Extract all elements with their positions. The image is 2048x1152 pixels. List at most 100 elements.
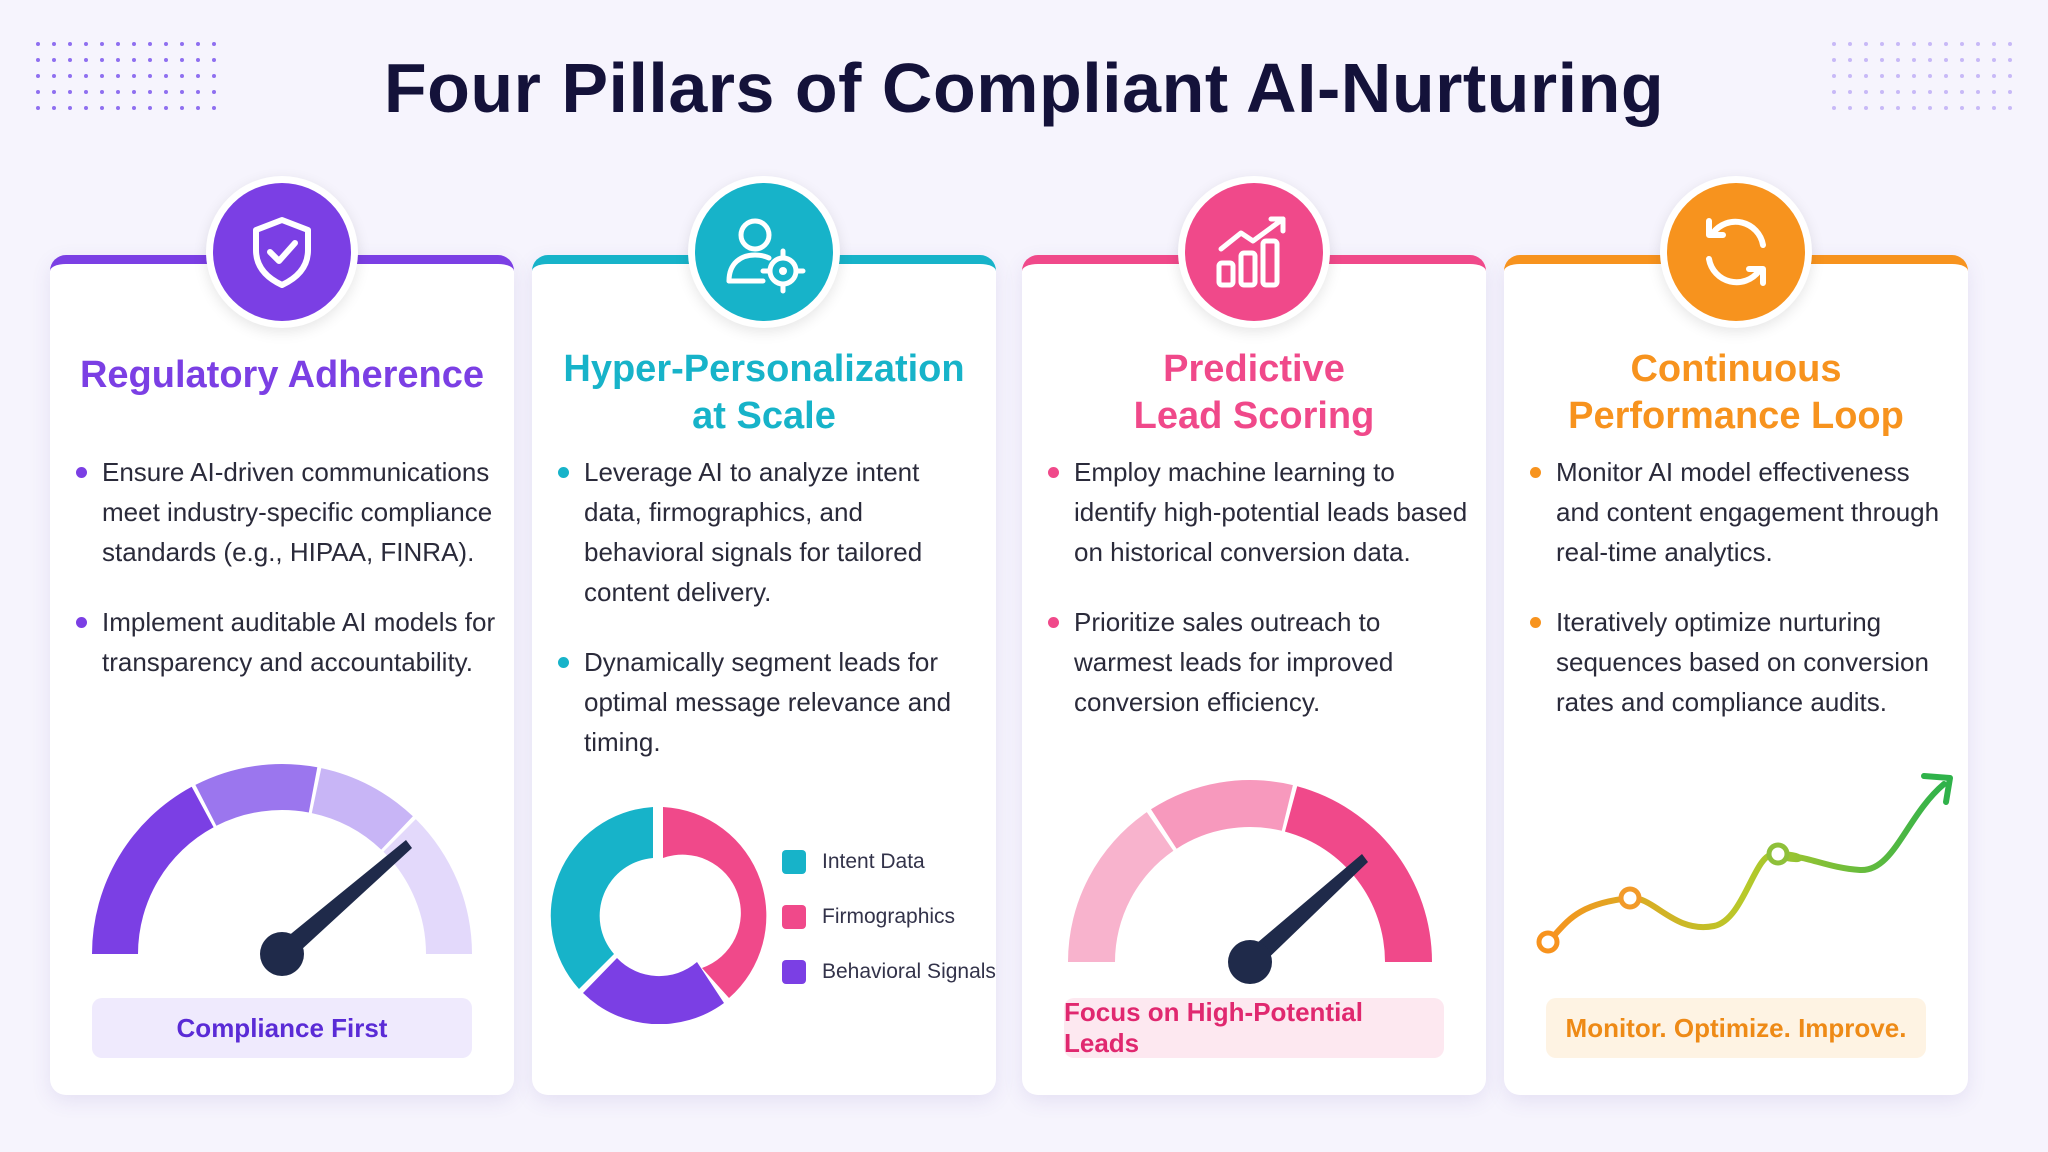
legend-swatch [782, 904, 806, 929]
decorative-dot [180, 74, 184, 78]
decorative-dot [100, 106, 104, 110]
decorative-dot [1896, 74, 1900, 78]
pillar-card-continuous-performance-loop: Continuous Performance Loop Monitor AI m… [1504, 176, 1968, 1095]
heading-line: Lead Scoring [1133, 395, 1375, 437]
decorative-dot [1944, 90, 1948, 94]
decorative-dot [1832, 106, 1836, 110]
decorative-dot [148, 106, 152, 110]
legend-swatch [782, 849, 806, 874]
decorative-dot [100, 90, 104, 94]
legend-label: Firmographics [822, 904, 956, 928]
decorative-dot [1928, 42, 1932, 46]
decorative-dot [132, 106, 136, 110]
pillar-bullets: Leverage AI to analyze intent data, firm… [558, 452, 978, 792]
trend-point [1766, 842, 1790, 866]
pillar-heading: Regulatory Adherence [79, 354, 485, 396]
gauge-hub [1228, 940, 1272, 984]
pillar-icon-badge [1178, 176, 1330, 328]
decorative-dot [1992, 74, 1996, 78]
lead-score-gauge [1068, 779, 1432, 984]
decorative-dot [68, 42, 72, 46]
gauge-segment [195, 763, 318, 826]
decorative-dot [36, 42, 40, 46]
heading-line: Performance Loop [1568, 395, 1904, 437]
pillar-bullets: Ensure AI-driven communications meet ind… [76, 452, 496, 712]
decorative-dot [132, 58, 136, 62]
decorative-dot [1992, 90, 1996, 94]
gauge-needle [1244, 854, 1368, 970]
decorative-dot [180, 90, 184, 94]
decorative-dot [68, 74, 72, 78]
pillar-card-regulatory-adherence: Regulatory Adherence Ensure AI-driven co… [50, 176, 514, 1095]
decorative-dot-grid-right [1826, 36, 2018, 116]
decorative-dot [2008, 74, 2012, 78]
legend-label: Behavioral Signals [822, 959, 996, 983]
decorative-dot [196, 42, 200, 46]
decorative-dot [116, 74, 120, 78]
heading-line: Continuous [1630, 348, 1842, 390]
decorative-dot [164, 58, 168, 62]
decorative-dot [1976, 74, 1980, 78]
compliance-gauge [92, 763, 472, 976]
trend-point [1618, 886, 1642, 910]
decorative-dot [180, 106, 184, 110]
decorative-dot [1880, 90, 1884, 94]
decorative-dot [68, 58, 72, 62]
legend-item: Firmographics [782, 889, 996, 944]
shield-check-icon [253, 217, 311, 288]
decorative-dot [100, 42, 104, 46]
decorative-dot [2008, 90, 2012, 94]
decorative-dot [1944, 42, 1948, 46]
legend-label: Intent Data [822, 849, 925, 873]
pillar-card-predictive-lead-scoring: Predictive Lead Scoring Employ machine l… [1022, 176, 1486, 1095]
performance-trend-line [1536, 773, 1953, 954]
decorative-dot [180, 58, 184, 62]
decorative-dot [164, 42, 168, 46]
donut-segment-behavioral [583, 958, 724, 1024]
decorative-dot [1912, 106, 1916, 110]
bullet-item: Dynamically segment leads for optimal me… [558, 642, 978, 762]
decorative-dot [1880, 42, 1884, 46]
decorative-dot [36, 90, 40, 94]
decorative-dot [212, 90, 216, 94]
decorative-dot [1848, 42, 1852, 46]
pillar-heading: Predictive Lead Scoring [1022, 346, 1486, 440]
decorative-dot [116, 42, 120, 46]
trend-arrowhead [1921, 773, 1953, 805]
bullet-item: Leverage AI to analyze intent data, firm… [558, 452, 978, 612]
decorative-dot [1976, 42, 1980, 46]
decorative-dot [164, 106, 168, 110]
page-title: Four Pillars of Compliant AI-Nurturing [383, 49, 1665, 127]
decorative-dot [1944, 58, 1948, 62]
decorative-dot [1960, 74, 1964, 78]
bullet-item: Prioritize sales outreach to warmest lea… [1048, 602, 1468, 722]
heading-line: Predictive [1163, 348, 1345, 390]
decorative-dot [1912, 58, 1916, 62]
decorative-dot [1992, 42, 1996, 46]
decorative-dot [36, 74, 40, 78]
pillar-icon-badge [206, 176, 358, 328]
decorative-dot [84, 58, 88, 62]
decorative-dot [1912, 74, 1916, 78]
decorative-dot [52, 58, 56, 62]
decorative-dot [196, 106, 200, 110]
gauge-segment [383, 819, 472, 954]
pillar-tagline-badge: Compliance First [92, 998, 472, 1058]
decorative-dot [52, 90, 56, 94]
decorative-dot [1960, 42, 1964, 46]
decorative-dot [1976, 106, 1980, 110]
decorative-dot [1848, 58, 1852, 62]
trend-line [1545, 781, 1947, 945]
decorative-dot [2008, 106, 2012, 110]
pillar-icon-badge [688, 176, 840, 328]
legend-item: Behavioral Signals [782, 944, 996, 999]
decorative-dot [84, 90, 88, 94]
pillar-heading: Hyper-Personalization at Scale [532, 346, 996, 440]
decorative-dot [2008, 58, 2012, 62]
decorative-dot [1944, 106, 1948, 110]
decorative-dot [196, 74, 200, 78]
pillar-tagline-badge: Focus on High-Potential Leads [1064, 997, 1444, 1058]
decorative-dot [84, 106, 88, 110]
decorative-dot [1912, 42, 1916, 46]
